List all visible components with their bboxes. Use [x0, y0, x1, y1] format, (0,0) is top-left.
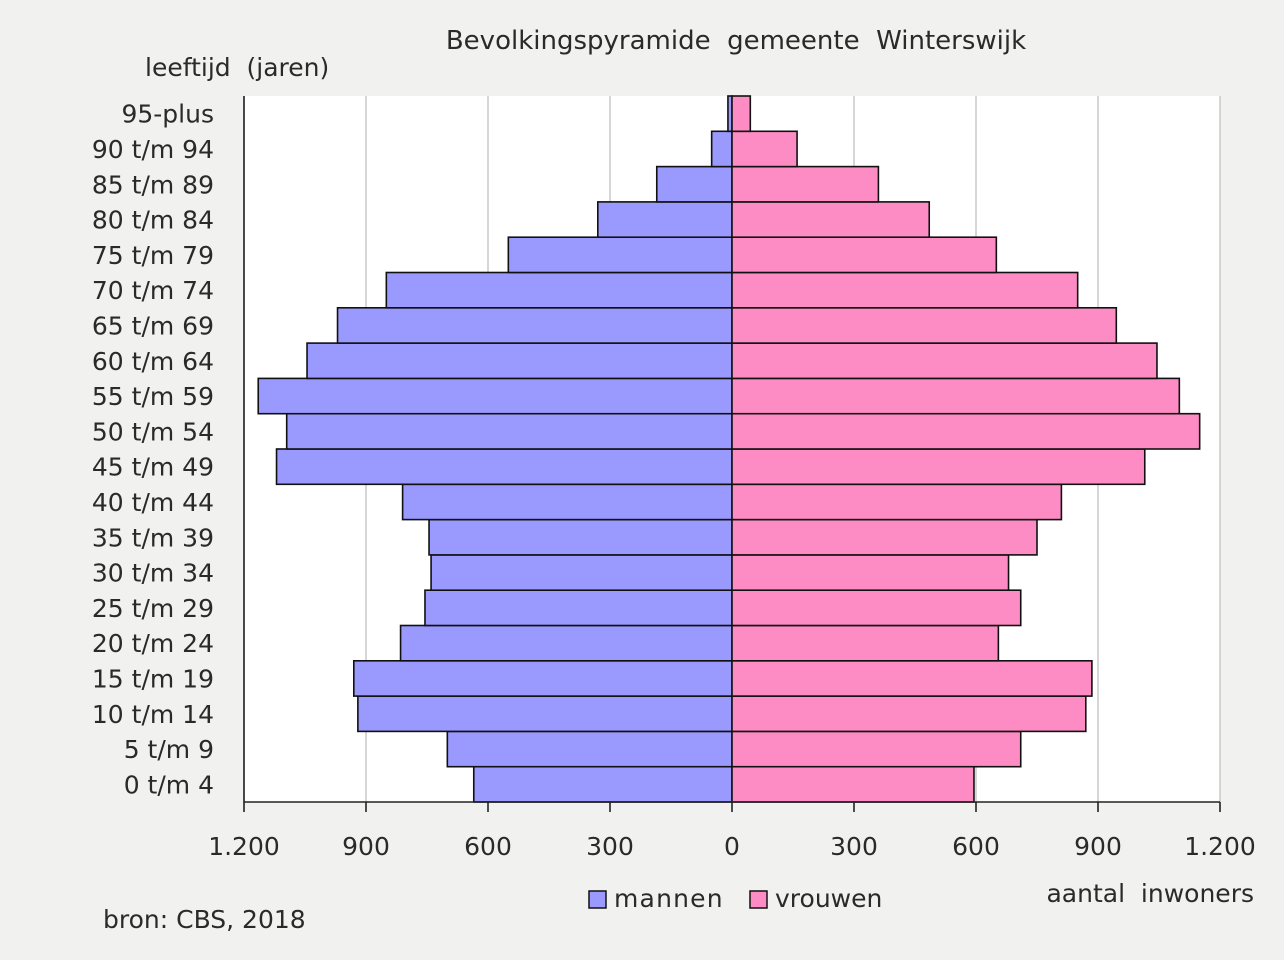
bar-vrouwen-6 — [731, 554, 1010, 592]
y-tick-label-15: 75 t/m 79 — [92, 241, 214, 270]
y-tick-label-9: 45 t/m 49 — [92, 453, 214, 482]
bar-vrouwen-16 — [731, 201, 931, 238]
bar-mannen-4 — [399, 624, 733, 662]
y-tick-label-18: 90 t/m 94 — [92, 135, 214, 164]
bar-vrouwen-1 — [731, 730, 1022, 768]
bar-vrouwen-14 — [731, 271, 1079, 309]
y-tick-label-17: 85 t/m 89 — [92, 170, 214, 199]
y-axis-title: leeftijd (jaren) — [145, 53, 329, 82]
y-tick-label-4: 20 t/m 24 — [92, 629, 214, 658]
labels: 0 t/m 4 5 t/m 9 10 t/m 14 15 t/m 19 20 t/m 2… — [92, 100, 1256, 861]
x-tick-label-8: 1.200 — [1184, 832, 1256, 861]
bar-mannen-12 — [306, 342, 733, 380]
bar-mannen-17 — [655, 165, 733, 203]
y-tick-label-19: 95-plus — [121, 100, 214, 129]
source-note: bron: CBS, 2018 — [103, 905, 306, 934]
bar-mannen-10 — [285, 412, 733, 450]
x-tick-label-7: 900 — [1074, 832, 1122, 861]
bar-mannen-5 — [424, 589, 733, 627]
y-tick-label-16: 80 t/m 84 — [92, 206, 214, 235]
bar-vrouwen-2 — [731, 695, 1087, 733]
legend-swatch-mannen — [588, 890, 607, 909]
bar-mannen-1 — [446, 730, 733, 768]
x-tick-label-5: 300 — [830, 832, 878, 861]
y-tick-label-12: 60 t/m 64 — [92, 347, 214, 376]
legend-label-vrouwen: vrouwen — [775, 884, 882, 913]
x-tick-label-2: 600 — [464, 832, 512, 861]
x-tick-label-0: 1.200 — [208, 832, 280, 861]
y-tick-label-7: 35 t/m 39 — [92, 523, 214, 552]
y-tick-label-0: 0 t/m 4 — [124, 770, 214, 799]
y-tick-label-5: 25 t/m 29 — [92, 594, 214, 623]
x-tick-label-3: 300 — [586, 832, 634, 861]
y-tick-label-1: 5 t/m 9 — [124, 735, 214, 764]
y-tick-label-6: 30 t/m 34 — [92, 559, 214, 588]
bars — [257, 95, 1201, 803]
bar-vrouwen-18 — [731, 130, 798, 168]
legend-label-mannen: mannen — [614, 884, 724, 913]
y-tick-label-2: 10 t/m 14 — [92, 700, 214, 729]
bar-vrouwen-12 — [731, 342, 1158, 380]
y-tick-label-8: 40 t/m 44 — [92, 488, 214, 517]
bar-vrouwen-19 — [731, 95, 752, 133]
bar-mannen-9 — [275, 448, 733, 486]
bar-mannen-0 — [472, 765, 733, 803]
y-tick-label-3: 15 t/m 19 — [92, 664, 214, 693]
bar-vrouwen-9 — [731, 448, 1146, 486]
bar-mannen-8 — [401, 483, 733, 521]
x-tick-label-6: 600 — [952, 832, 1000, 861]
legend-swatch-vrouwen — [749, 890, 768, 909]
bar-vrouwen-5 — [731, 589, 1022, 627]
y-tick-label-10: 50 t/m 54 — [92, 417, 214, 446]
bar-vrouwen-4 — [731, 624, 1000, 662]
bar-mannen-18 — [710, 130, 733, 168]
bar-vrouwen-17 — [731, 165, 880, 203]
x-tick-label-1: 900 — [342, 832, 390, 861]
bar-mannen-14 — [385, 271, 733, 309]
bar-mannen-13 — [336, 306, 733, 344]
bar-mannen-2 — [357, 695, 733, 733]
bar-vrouwen-13 — [731, 306, 1118, 344]
bar-vrouwen-8 — [731, 483, 1063, 521]
bar-vrouwen-15 — [731, 236, 998, 274]
bar-mannen-6 — [430, 554, 733, 592]
bar-mannen-7 — [428, 518, 733, 556]
y-tick-label-11: 55 t/m 59 — [92, 382, 214, 411]
axes — [243, 96, 1221, 812]
y-tick-label-13: 65 t/m 69 — [92, 311, 214, 340]
bar-vrouwen-7 — [731, 518, 1038, 556]
y-tick-label-14: 70 t/m 74 — [92, 276, 214, 305]
bar-vrouwen-11 — [731, 377, 1181, 415]
bar-mannen-16 — [596, 201, 733, 238]
bar-vrouwen-10 — [731, 412, 1201, 450]
bar-mannen-11 — [257, 377, 733, 415]
x-axis-title: aantal inwoners — [1046, 879, 1254, 908]
legend: mannen vrouwen — [588, 884, 882, 913]
x-tick-label-4: 0 — [724, 832, 740, 861]
bar-mannen-3 — [352, 659, 733, 697]
bar-vrouwen-3 — [731, 659, 1093, 697]
bar-vrouwen-0 — [731, 765, 975, 803]
bar-mannen-15 — [507, 236, 733, 274]
chart-title: Bevolkingspyramide gemeente Winterswijk — [446, 26, 1026, 56]
